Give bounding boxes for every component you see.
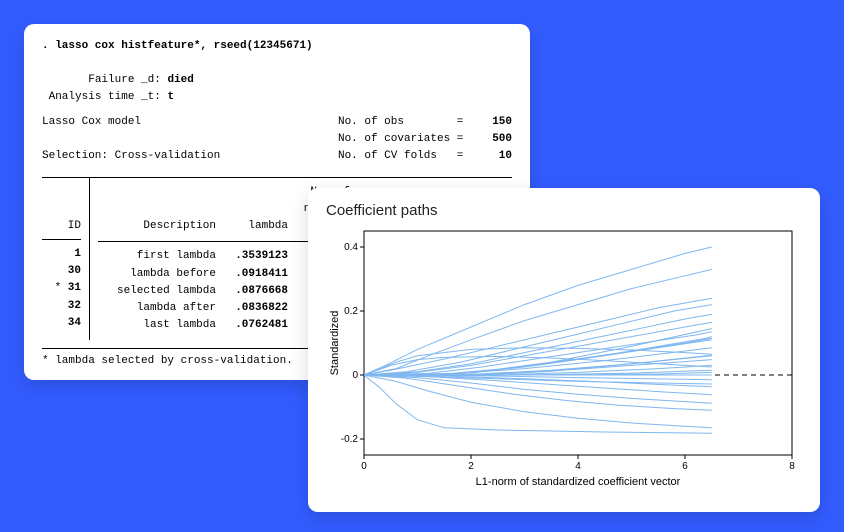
table-row-id: 1 <box>42 246 81 263</box>
table-row-id: 32 <box>42 298 81 315</box>
selection-method: Selection: Cross-validation <box>42 148 338 165</box>
model-name: Lasso Cox model <box>42 114 338 131</box>
svg-text:-0.2: -0.2 <box>341 434 359 445</box>
svg-text:0: 0 <box>352 370 358 381</box>
col-id: ID <box>42 218 81 235</box>
chart-title: Coefficient paths <box>326 202 802 219</box>
svg-text:0: 0 <box>361 461 367 472</box>
svg-text:L1-norm of standardized coeffi: L1-norm of standardized coefficient vect… <box>476 476 681 488</box>
svg-text:0.4: 0.4 <box>344 242 358 253</box>
table-row-id: * 31 <box>42 280 81 297</box>
svg-text:0.2: 0.2 <box>344 306 358 317</box>
table-row-id: 34 <box>42 315 81 332</box>
svg-text:6: 6 <box>682 461 688 472</box>
model-header: Lasso Cox model Selection: Cross-validat… <box>42 114 512 165</box>
coefficient-paths-panel: Coefficient paths 0 2 4 6 8 -0.2 0 0.2 0.4 L1-nor… <box>308 188 820 512</box>
command-line: . lasso cox histfeature*, rseed(12345671… <box>42 38 512 55</box>
table-row-id: 30 <box>42 263 81 280</box>
chart-svg: 0 2 4 6 8 -0.2 0 0.2 0.4 L1-norm of standardized … <box>326 225 802 491</box>
svg-text:Standardized: Standardized <box>329 311 341 376</box>
svg-text:4: 4 <box>575 461 581 472</box>
failure-line: Failure _d: died <box>42 55 512 89</box>
svg-text:2: 2 <box>468 461 474 472</box>
svg-text:8: 8 <box>789 461 795 472</box>
chart-plot-area: 0 2 4 6 8 -0.2 0 0.2 0.4 L1-norm of standardized … <box>326 225 802 491</box>
time-line: Analysis time _t: t <box>42 89 512 106</box>
model-stats: No. of obs = 150No. of covariates = 500N… <box>338 114 512 165</box>
